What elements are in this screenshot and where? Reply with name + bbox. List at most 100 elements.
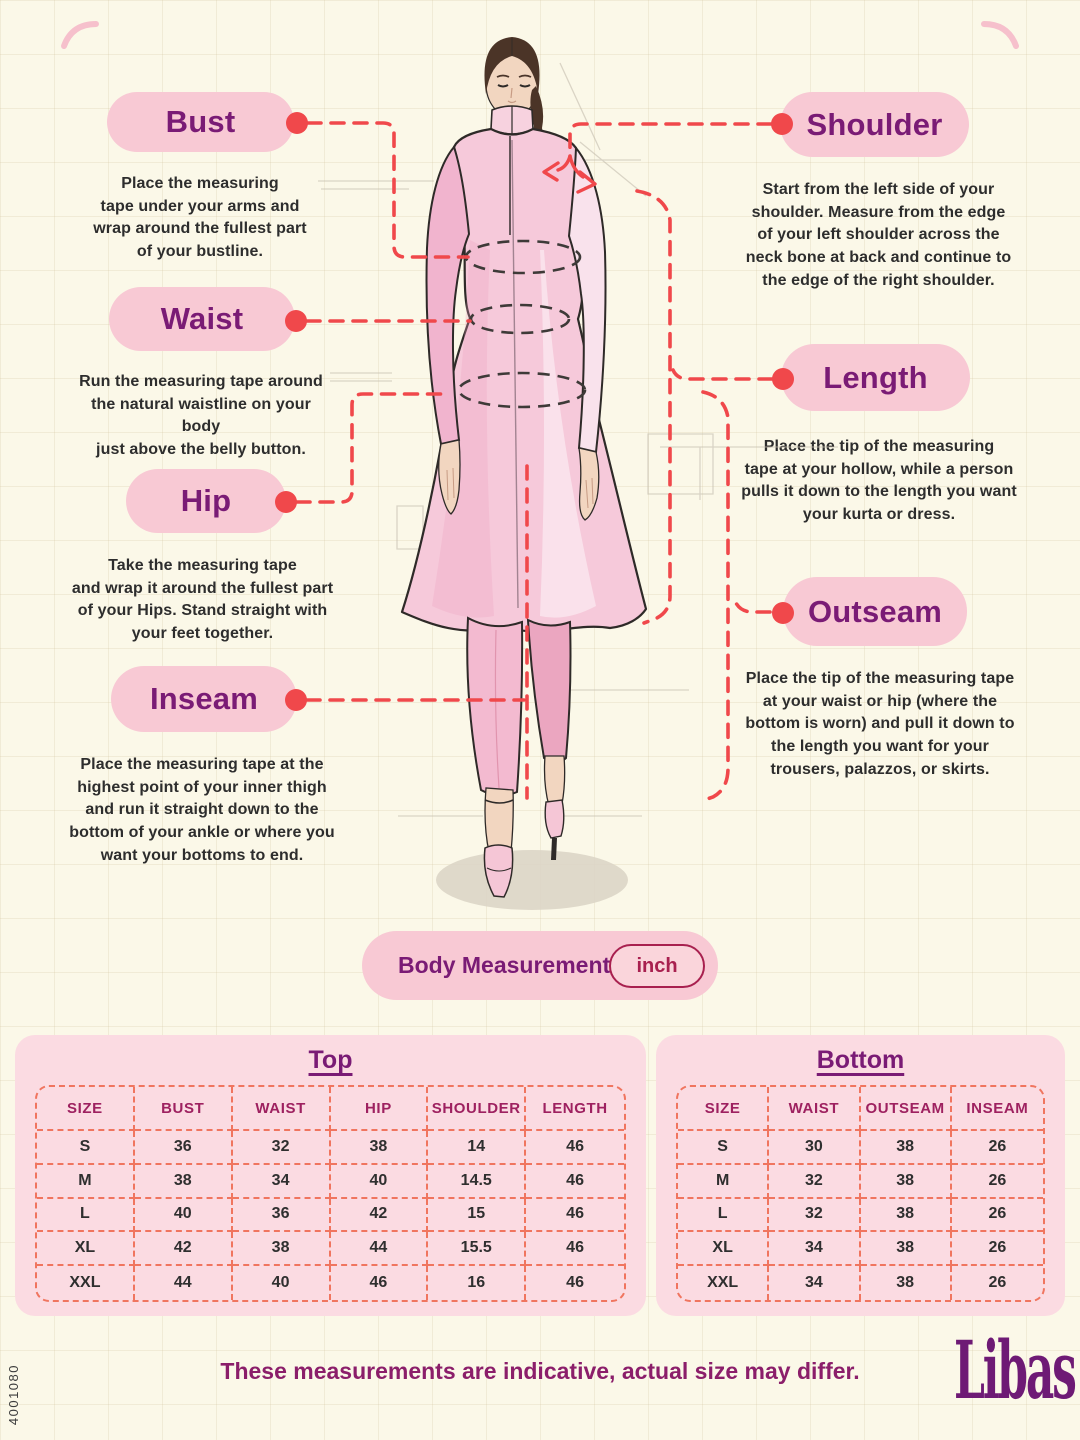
connector-dots <box>275 112 794 711</box>
table-cell: 46 <box>526 1131 624 1165</box>
table-cell: 26 <box>951 1131 1043 1165</box>
length-label: Length <box>823 359 928 395</box>
table-cell: 40 <box>134 1198 233 1233</box>
waist-description: Run the measuring tape around the natura… <box>79 373 323 459</box>
table-cell: 46 <box>526 1165 624 1199</box>
hip-description: Take the measuring tape and wrap it arou… <box>71 557 334 643</box>
table-cell: 14 <box>428 1131 527 1165</box>
table-cell: XL <box>678 1232 770 1267</box>
table-header-cell: SIZE <box>37 1087 135 1131</box>
table-cell: 44 <box>330 1232 429 1267</box>
table-cell: 38 <box>232 1232 331 1267</box>
connector-length <box>671 368 774 381</box>
table-cell: M <box>37 1164 135 1199</box>
bottom-table-title: Bottom <box>816 1046 905 1074</box>
hair-bun <box>530 86 544 160</box>
inseam-description: Place the measuring tape at the highest … <box>69 756 335 864</box>
inseam-label: Inseam <box>149 681 259 716</box>
table-cell: S <box>37 1131 135 1165</box>
table-header-cell: HIP <box>330 1087 429 1131</box>
table-header-cell: SIZE <box>678 1087 770 1131</box>
table-cell: 38 <box>860 1198 952 1233</box>
table-header-cell: SHOULDER <box>428 1087 527 1131</box>
table-cell: S <box>678 1131 770 1165</box>
connector-shoulder <box>568 122 773 158</box>
shoulder-description: Start from the left side of your shoulde… <box>745 181 1012 289</box>
connector-outseam <box>734 601 772 614</box>
outseam-description: Place the tip of the measuring tape at y… <box>745 670 1015 778</box>
table-cell: 38 <box>330 1131 429 1165</box>
bust-label-pill: Bust <box>107 92 294 152</box>
table-cell: L <box>678 1198 770 1233</box>
arrow-left <box>542 161 560 182</box>
length-description: Place the tip of the measuring tape at y… <box>741 438 1017 524</box>
waist-label: Waist <box>160 301 244 336</box>
connector-bust <box>306 121 470 259</box>
outseam-guide-line <box>701 390 730 801</box>
table-cell: 42 <box>134 1232 233 1267</box>
body-measurement-label: Body Measurement <box>398 952 611 978</box>
table-cell: 38 <box>860 1164 952 1199</box>
table-cell: 34 <box>769 1232 861 1267</box>
hip-label-pill: Hip <box>126 469 286 533</box>
inseam-label-pill: Inseam <box>111 666 297 732</box>
top-size-panel: Top SIZE BUST WAIST HIP SHOULDER LENGTH … <box>15 1035 646 1316</box>
table-cell: 32 <box>232 1131 331 1165</box>
body-measurement-bar: Body Measurement inch <box>362 931 718 1000</box>
unit-badge: inch <box>609 944 705 988</box>
table-header-cell: INSEAM <box>951 1087 1043 1131</box>
table-cell: 40 <box>233 1266 331 1300</box>
table-cell: 44 <box>135 1266 233 1300</box>
table-cell: 38 <box>134 1164 233 1199</box>
hair <box>484 37 540 94</box>
bust-guide-ellipse <box>464 239 582 275</box>
table-cell: 34 <box>769 1266 861 1300</box>
corner-decoration <box>61 21 1019 49</box>
waist-label-pill: Waist <box>109 287 295 351</box>
table-cell: 26 <box>951 1199 1043 1233</box>
table-cell: 46 <box>526 1199 624 1233</box>
table-cell: 15.5 <box>428 1232 527 1267</box>
length-guide-line <box>635 189 672 625</box>
hip-guide-ellipse <box>457 371 587 409</box>
arrow-right <box>576 170 597 194</box>
table-cell: 34 <box>232 1164 331 1199</box>
table-cell: 46 <box>526 1232 624 1267</box>
connectors <box>295 121 774 801</box>
libas-logo: Libas <box>954 1323 1077 1417</box>
table-cell: 36 <box>232 1198 331 1233</box>
table-cell: 46 <box>331 1266 429 1300</box>
table-cell: 30 <box>769 1131 861 1165</box>
table-cell: 26 <box>951 1165 1043 1199</box>
table-cell: XL <box>37 1232 135 1267</box>
side-code: 4001080 <box>6 1364 21 1426</box>
length-label-pill: Length <box>781 344 970 411</box>
table-cell: XXL <box>37 1266 135 1300</box>
figure-illustration <box>400 37 648 898</box>
footer-note: These measurements are indicative, actua… <box>220 1358 860 1384</box>
table-cell: 14.5 <box>428 1164 527 1199</box>
hip-label: Hip <box>180 483 232 518</box>
bottom-size-panel: Bottom SIZE WAIST OUTSEAM INSEAM S 30 38… <box>656 1035 1065 1316</box>
bust-description: Place the measuring tape under your arms… <box>93 175 307 261</box>
table-cell: XXL <box>678 1266 770 1300</box>
table-header-cell: WAIST <box>232 1087 331 1131</box>
table-cell: 32 <box>769 1164 861 1199</box>
floor-shadow <box>436 850 628 910</box>
table-header-cell: WAIST <box>769 1087 861 1131</box>
outseam-label: Outseam <box>807 593 943 629</box>
table-cell: 38 <box>861 1266 952 1300</box>
table-header-cell: OUTSEAM <box>860 1087 952 1131</box>
top-table-title: Top <box>308 1046 353 1074</box>
table-cell: 38 <box>860 1232 952 1267</box>
table-cell: M <box>678 1164 770 1199</box>
shoulder-label-pill: Shoulder <box>780 92 969 157</box>
table-cell: 16 <box>428 1266 527 1300</box>
table-cell: L <box>37 1198 135 1233</box>
table-cell: 46 <box>566 1274 584 1292</box>
table-cell: 42 <box>330 1198 429 1233</box>
table-cell: 38 <box>860 1131 952 1165</box>
table-cell: 26 <box>988 1274 1007 1292</box>
table-header-cell: BUST <box>134 1087 233 1131</box>
